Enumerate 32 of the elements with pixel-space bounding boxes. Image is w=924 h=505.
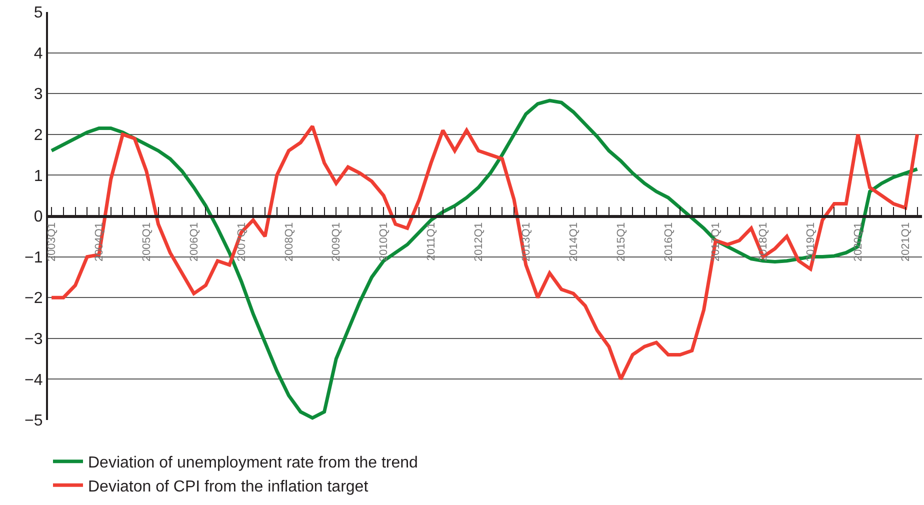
x-tick-label: 2017Q1 <box>710 222 722 262</box>
x-tick-label: 2019Q1 <box>805 222 818 262</box>
x-tick-label: 2004Q1 <box>94 222 106 262</box>
x-tick-label: 2009Q1 <box>330 222 343 262</box>
x-tick-label: 2020Q1 <box>852 222 865 262</box>
y-tick-label: 1 <box>34 168 43 185</box>
y-tick-label: −5 <box>24 412 43 430</box>
x-tick-label: 2015Q1 <box>615 222 628 262</box>
x-tick-label: 2011Q1 <box>426 222 438 261</box>
x-tick-label: 2013Q1 <box>520 222 532 262</box>
x-tick-label: 2005Q1 <box>141 222 154 262</box>
y-tick-label: 4 <box>34 45 43 62</box>
legend-label: Deviaton of CPI from the inflation target <box>88 478 369 496</box>
x-tick-label: 2007Q1 <box>236 222 248 262</box>
x-tick-label: 2010Q1 <box>378 222 390 262</box>
y-tick-label: −3 <box>24 331 43 348</box>
x-tick-label: 2012Q1 <box>473 222 486 262</box>
x-tick-label: 2003Q1 <box>46 222 58 262</box>
y-tick-label: 0 <box>34 208 43 226</box>
y-tick-label: −2 <box>24 290 43 308</box>
legend-label: Deviation of unemployment rate from the trend <box>88 454 418 472</box>
x-tick-label: 2014Q1 <box>568 222 580 262</box>
x-tick-label: 2008Q1 <box>283 222 296 262</box>
y-tick-label: −1 <box>24 249 43 266</box>
x-tick-label: 2018Q1 <box>758 222 770 262</box>
y-tick-label: 3 <box>34 86 43 104</box>
x-tick-label: 2021Q1 <box>900 222 912 262</box>
y-tick-label: 2 <box>34 127 43 144</box>
y-tick-label: −4 <box>24 372 43 389</box>
x-tick-label: 2016Q1 <box>662 222 675 262</box>
y-tick-label: 5 <box>34 4 43 22</box>
x-tick-label: 2006Q1 <box>188 222 200 262</box>
